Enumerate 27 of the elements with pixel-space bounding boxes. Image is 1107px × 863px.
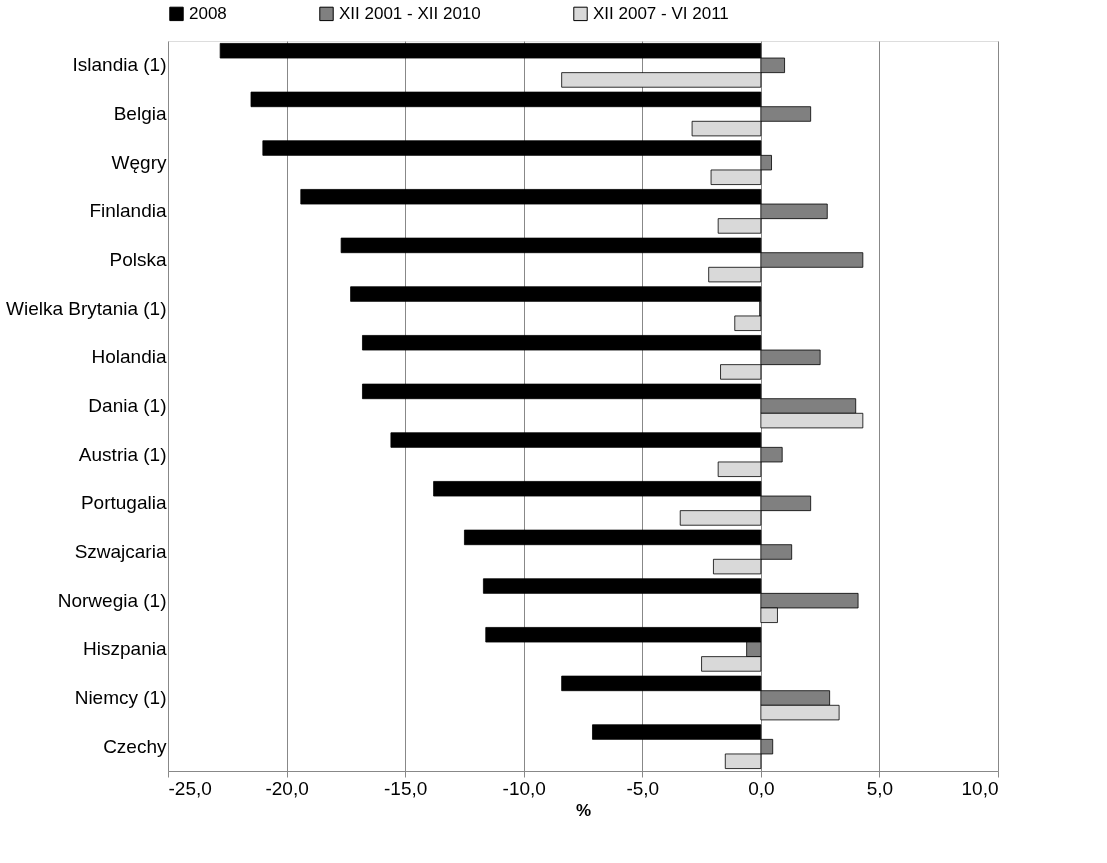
x-tick-label: -5,0 [626, 777, 660, 799]
y-tick-label: Islandia (1) [72, 54, 167, 76]
y-tick-label: Szwajcaria [74, 541, 167, 562]
y-tick-label: Węgry [111, 151, 167, 173]
y-tick-label: Polska [109, 249, 167, 270]
y-tick-label: Portugalia [80, 492, 167, 514]
y-tick-label: Niemcy (1) [74, 687, 167, 708]
legend-label: XII 2001 - XII 2010 [339, 3, 481, 23]
y-tick-label: Finlandia [89, 200, 167, 222]
y-tick-label: Holandia [91, 346, 167, 368]
x-tick-label: -25,0 [168, 777, 212, 799]
x-tick-label: -10,0 [502, 777, 546, 799]
x-tick-label: 10,0 [961, 777, 999, 799]
x-tick-label: -20,0 [265, 777, 309, 799]
legend-label: XII 2007 - VI 2011 [593, 3, 729, 23]
x-axis-title: % [575, 800, 592, 820]
y-tick-label: Belgia [113, 103, 167, 124]
x-tick-label: -15,0 [383, 777, 428, 799]
x-tick-label: 0,0 [748, 777, 775, 799]
legend-label: 2008 [189, 3, 227, 23]
x-tick-label: 5,0 [866, 777, 894, 799]
y-tick-label: Dania (1) [88, 395, 167, 416]
y-tick-label: Wielka Brytania (1) [6, 297, 167, 319]
y-tick-label: Czechy [103, 735, 167, 757]
y-tick-label: Austria (1) [78, 443, 167, 465]
y-tick-label: Hiszpania [83, 638, 167, 660]
y-tick-label: Norwegia (1) [57, 589, 167, 611]
